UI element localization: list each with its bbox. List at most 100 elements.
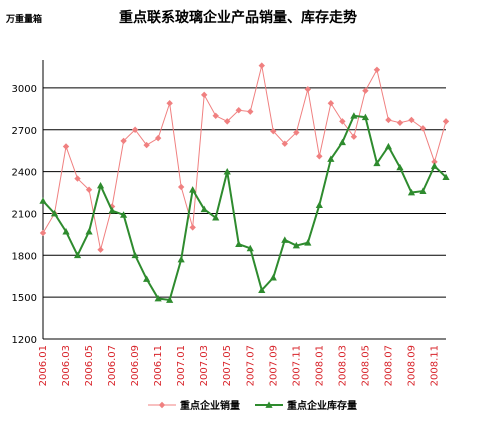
data-point (166, 100, 173, 107)
data-point (304, 239, 312, 246)
data-point (235, 107, 242, 114)
data-point (235, 240, 243, 248)
series-layer (39, 62, 450, 303)
data-point (373, 66, 381, 73)
data-point (108, 207, 116, 214)
data-point (293, 129, 300, 136)
data-point (96, 181, 105, 189)
data-point (350, 112, 358, 119)
data-point (246, 244, 254, 252)
y-tick-label: 1800 (12, 251, 37, 262)
data-point (396, 163, 404, 171)
data-point (97, 246, 104, 253)
data-point (327, 155, 335, 162)
data-point (281, 236, 289, 243)
data-point (316, 153, 323, 160)
data-point (73, 251, 82, 259)
x-tick-label: 2007.05 (222, 345, 233, 386)
data-point (39, 197, 47, 204)
x-tick-label: 2006.03 (61, 345, 72, 386)
y-tick-label: 2400 (12, 168, 37, 179)
data-point (85, 186, 93, 193)
x-tick-label: 2008.05 (360, 345, 371, 386)
x-tick-label: 2007.07 (245, 345, 256, 386)
data-point (212, 112, 219, 119)
data-point (431, 158, 438, 166)
x-tick-label: 2008.01 (314, 345, 325, 386)
data-point (339, 118, 346, 125)
y-tick-label: 1200 (12, 335, 37, 346)
data-point (120, 137, 127, 145)
data-point (62, 143, 70, 150)
data-point (419, 125, 427, 132)
legend-label: 重点企业库存量 (287, 399, 357, 412)
series-line (42, 65, 447, 250)
data-point (189, 224, 196, 231)
data-point (247, 108, 254, 115)
x-tick-label: 2008.03 (337, 345, 348, 386)
data-point (177, 255, 185, 263)
x-tick-label: 2007.01 (176, 345, 187, 386)
data-point (269, 274, 277, 281)
data-point (131, 126, 139, 133)
data-point (39, 229, 47, 237)
data-point (385, 116, 392, 124)
x-tick-label: 2006.01 (38, 345, 49, 386)
y-tick-label: 2100 (12, 209, 37, 220)
y-tick-label: 3000 (12, 84, 37, 95)
data-point (292, 241, 300, 249)
x-axis-ticks: 2006.01 2006.03 2006.05 2006.07 2006.09 2006.… (38, 345, 440, 386)
x-tick-label: 2007.03 (199, 345, 210, 386)
data-point (384, 142, 393, 150)
data-point (327, 100, 335, 107)
data-point (50, 209, 59, 217)
x-tick-label: 2006.07 (107, 345, 118, 386)
y-tick-label: 2700 (12, 126, 37, 137)
data-point (442, 173, 450, 181)
legend-label: 重点企业销量 (180, 399, 240, 412)
data-point (177, 183, 185, 191)
data-point (166, 296, 174, 303)
legend-item: 重点企业销量 (148, 399, 240, 412)
series-inventory (39, 112, 450, 303)
data-point (396, 119, 404, 126)
x-tick-label: 2007.09 (268, 345, 279, 386)
data-point (430, 162, 439, 169)
unit-label: 万重量箱 (5, 13, 42, 25)
series-sales (39, 62, 450, 253)
data-point (143, 275, 151, 282)
data-point (201, 91, 208, 99)
data-point (407, 188, 416, 196)
x-tick-label: 2007.11 (291, 345, 302, 386)
data-point (120, 211, 128, 218)
data-point (281, 140, 288, 147)
data-point (265, 401, 273, 408)
data-point (224, 118, 231, 125)
data-point (373, 159, 381, 167)
series-line (42, 114, 447, 302)
legend-item: 重点企业库存量 (255, 399, 357, 412)
data-point (408, 116, 415, 124)
data-point (361, 113, 369, 121)
data-point (74, 175, 81, 182)
data-point (154, 294, 162, 302)
data-point (304, 86, 312, 93)
data-point (158, 401, 166, 409)
data-point (85, 227, 93, 235)
data-point (223, 168, 231, 175)
data-point (189, 186, 197, 193)
data-point (442, 118, 450, 125)
data-point (419, 187, 427, 195)
chart-title: 重点联系玻璃企业产品销量、库存走势 (119, 9, 357, 26)
y-tick-label: 1500 (12, 293, 37, 304)
data-point (143, 141, 150, 149)
data-point (62, 227, 70, 235)
data-point (258, 62, 265, 69)
y-axis-ticks: 1200 1500 1800 2100 2400 2700 3000 (12, 84, 37, 346)
data-point (154, 134, 162, 142)
data-point (362, 87, 369, 94)
data-point (212, 214, 220, 221)
data-point (200, 205, 208, 213)
x-tick-label: 2008.11 (429, 345, 440, 386)
